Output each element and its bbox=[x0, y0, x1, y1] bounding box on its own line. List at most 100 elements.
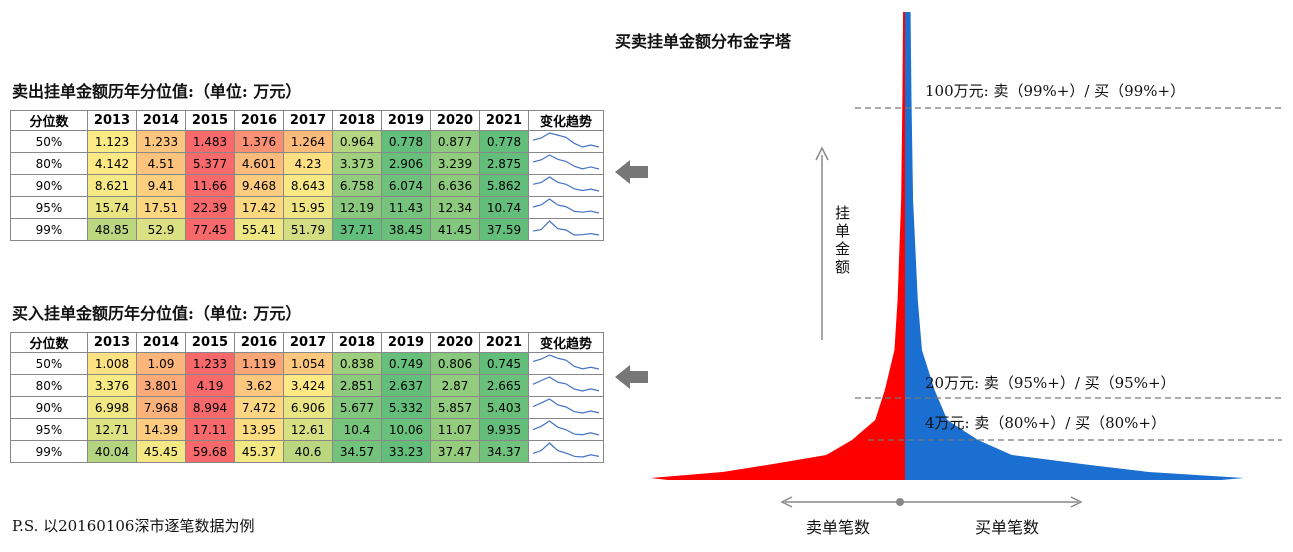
row-label: 50% bbox=[10, 130, 88, 153]
header-cell: 2014 bbox=[136, 110, 186, 131]
value-cell: 34.37 bbox=[479, 440, 529, 463]
value-cell: 15.74 bbox=[87, 196, 137, 219]
quantile-table: 分位数 2013 2014 2015 2016 2017 2018 2019 2020 2021 变… bbox=[10, 110, 604, 241]
header-cell: 2017 bbox=[283, 110, 333, 131]
value-cell: 17.42 bbox=[234, 196, 284, 219]
arrow-head bbox=[815, 146, 829, 161]
header-cell: 2018 bbox=[332, 110, 382, 131]
header-cell: 2019 bbox=[381, 332, 431, 353]
value-cell: 8.621 bbox=[87, 174, 137, 197]
header-cell: 2019 bbox=[381, 110, 431, 131]
value-cell: 34.57 bbox=[332, 440, 382, 463]
value-cell: 5.403 bbox=[479, 396, 529, 419]
value-cell: 40.04 bbox=[87, 440, 137, 463]
header-cell: 变化趋势 bbox=[528, 332, 604, 353]
value-cell: 8.643 bbox=[283, 174, 333, 197]
header-cell: 2021 bbox=[479, 332, 529, 353]
header-cell: 2015 bbox=[185, 110, 235, 131]
sparkline bbox=[532, 176, 600, 192]
value-cell: 37.47 bbox=[430, 440, 480, 463]
header-cell: 2014 bbox=[136, 332, 186, 353]
table-row: 80% 4.142 4.51 5.377 4.601 4.23 3.373 2.906 3.23… bbox=[10, 152, 604, 175]
trend-cell bbox=[528, 374, 604, 397]
table-row: 90% 6.998 7.968 8.994 7.472 6.906 5.677 5.332 5.… bbox=[10, 396, 604, 419]
value-cell: 3.373 bbox=[332, 152, 382, 175]
value-cell: 1.008 bbox=[87, 352, 137, 375]
value-cell: 2.906 bbox=[381, 152, 431, 175]
sparkline-line bbox=[532, 420, 600, 436]
row-label: 95% bbox=[10, 418, 88, 441]
value-cell: 1.119 bbox=[234, 352, 284, 375]
value-cell: 5.377 bbox=[185, 152, 235, 175]
value-cell: 0.778 bbox=[479, 130, 529, 153]
value-cell: 6.998 bbox=[87, 396, 137, 419]
value-cell: 48.85 bbox=[87, 218, 137, 241]
value-cell: 15.95 bbox=[283, 196, 333, 219]
trend-cell bbox=[528, 174, 604, 197]
value-cell: 2.875 bbox=[479, 152, 529, 175]
header-cell: 2017 bbox=[283, 332, 333, 353]
trend-cell bbox=[528, 440, 604, 463]
header-cell: 分位数 bbox=[10, 332, 88, 353]
arrow-heads bbox=[780, 496, 1083, 508]
value-cell: 22.39 bbox=[185, 196, 235, 219]
sparkline bbox=[532, 132, 600, 148]
sparkline-line bbox=[532, 220, 600, 236]
value-cell: 9.468 bbox=[234, 174, 284, 197]
row-label: 90% bbox=[10, 174, 88, 197]
header-cell: 变化趋势 bbox=[528, 110, 604, 131]
value-cell: 12.71 bbox=[87, 418, 137, 441]
value-cell: 55.41 bbox=[234, 218, 284, 241]
value-cell: 12.61 bbox=[283, 418, 333, 441]
sparkline bbox=[532, 442, 600, 458]
value-cell: 6.074 bbox=[381, 174, 431, 197]
origin-dot bbox=[896, 498, 904, 506]
value-cell: 1.264 bbox=[283, 130, 333, 153]
row-label: 80% bbox=[10, 152, 88, 175]
value-cell: 45.45 bbox=[136, 440, 186, 463]
header-cell: 2021 bbox=[479, 110, 529, 131]
value-cell: 6.636 bbox=[430, 174, 480, 197]
sparkline bbox=[532, 420, 600, 436]
trend-cell bbox=[528, 152, 604, 175]
table-row: 50% 1.008 1.09 1.233 1.119 1.054 0.838 0.749 0.8… bbox=[10, 352, 604, 375]
value-cell: 5.862 bbox=[479, 174, 529, 197]
value-cell: 40.6 bbox=[283, 440, 333, 463]
sparkline-line bbox=[532, 354, 600, 370]
value-cell: 13.95 bbox=[234, 418, 284, 441]
table-row: 99% 40.04 45.45 59.68 45.37 40.6 34.57 33.23 37.… bbox=[10, 440, 604, 463]
trend-cell bbox=[528, 130, 604, 153]
header-row: 分位数 2013 2014 2015 2016 2017 2018 2019 2020 2021 变… bbox=[10, 332, 604, 353]
value-cell: 2.665 bbox=[479, 374, 529, 397]
value-cell: 1.233 bbox=[185, 352, 235, 375]
value-cell: 51.79 bbox=[283, 218, 333, 241]
header-cell: 2013 bbox=[87, 332, 137, 353]
value-cell: 1.123 bbox=[87, 130, 137, 153]
value-cell: 5.857 bbox=[430, 396, 480, 419]
value-cell: 17.51 bbox=[136, 196, 186, 219]
value-cell: 3.239 bbox=[430, 152, 480, 175]
header-cell: 2013 bbox=[87, 110, 137, 131]
row-label: 99% bbox=[10, 440, 88, 463]
value-cell: 9.41 bbox=[136, 174, 186, 197]
row-label: 95% bbox=[10, 196, 88, 219]
row-label: 50% bbox=[10, 352, 88, 375]
value-cell: 0.806 bbox=[430, 352, 480, 375]
value-cell: 2.637 bbox=[381, 374, 431, 397]
sparkline bbox=[532, 220, 600, 236]
value-cell: 3.62 bbox=[234, 374, 284, 397]
sell-pyramid bbox=[650, 12, 905, 480]
table-row: 50% 1.123 1.233 1.483 1.376 1.264 0.964 0.778 0.… bbox=[10, 130, 604, 153]
table-row: 99% 48.85 52.9 77.45 55.41 51.79 37.71 38.45 41.… bbox=[10, 218, 604, 241]
row-label: 99% bbox=[10, 218, 88, 241]
value-cell: 1.054 bbox=[283, 352, 333, 375]
row-label: 80% bbox=[10, 374, 88, 397]
header-cell: 2015 bbox=[185, 332, 235, 353]
value-cell: 2.87 bbox=[430, 374, 480, 397]
value-cell: 3.801 bbox=[136, 374, 186, 397]
value-cell: 3.376 bbox=[87, 374, 137, 397]
sparkline-line bbox=[532, 198, 600, 214]
sparkline bbox=[532, 154, 600, 170]
value-cell: 17.11 bbox=[185, 418, 235, 441]
value-cell: 0.749 bbox=[381, 352, 431, 375]
